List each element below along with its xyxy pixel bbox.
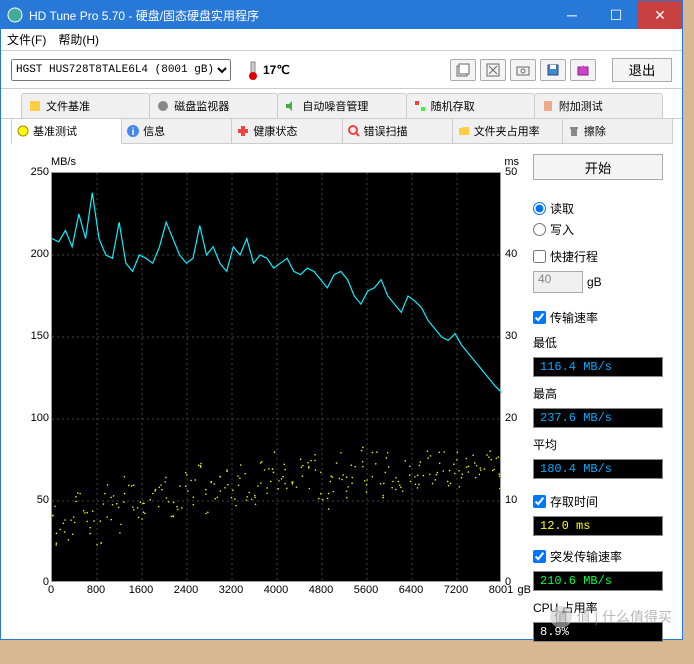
tab-folder-usage[interactable]: 文件夹占用率 xyxy=(452,119,563,144)
tab-aam[interactable]: 自动噪音管理 xyxy=(277,93,406,118)
minimize-button[interactable]: ─ xyxy=(550,1,594,29)
toolbar: HGST HUS728T8TALE6L4 (8001 gB) 17℃ 退出 xyxy=(1,51,682,89)
load-button[interactable] xyxy=(570,59,596,81)
screenshot-button[interactable] xyxy=(480,59,506,81)
radio-write[interactable]: 写入 xyxy=(533,221,663,238)
tab-error-scan[interactable]: 错误扫描 xyxy=(342,119,453,144)
temperature: 17℃ xyxy=(247,60,290,80)
tab-extra-tests[interactable]: 附加测试 xyxy=(534,93,663,118)
y-axis-left-label: MB/s xyxy=(51,156,76,168)
min-value: 116.4 MB/s xyxy=(533,357,663,377)
app-icon xyxy=(7,7,23,23)
chart: MB/s ms 25020015010050050403020100080016… xyxy=(11,154,521,614)
side-panel: 开始 读取 写入 快捷行程 40 gB 传输速率 最低 116.4 MB/s 最… xyxy=(533,154,663,654)
min-label: 最低 xyxy=(533,334,663,351)
menu-help[interactable]: 帮助(H) xyxy=(58,31,99,48)
window-title: HD Tune Pro 5.70 - 硬盘/固态硬盘实用程序 xyxy=(29,7,550,24)
max-label: 最高 xyxy=(533,385,663,402)
radio-read[interactable]: 读取 xyxy=(533,200,663,217)
tab-erase[interactable]: 擦除 xyxy=(562,119,673,144)
tab-health[interactable]: 健康状态 xyxy=(231,119,342,144)
tab-file-benchmark[interactable]: 文件基准 xyxy=(21,93,150,118)
menubar: 文件(F) 帮助(H) xyxy=(1,29,682,51)
chart-plot xyxy=(52,173,502,583)
check-burst-rate[interactable]: 突发传输速率 xyxy=(533,548,663,565)
check-short-stroke[interactable]: 快捷行程 xyxy=(533,248,663,265)
drive-select[interactable]: HGST HUS728T8TALE6L4 (8001 gB) xyxy=(11,59,231,81)
tab-random-access[interactable]: 随机存取 xyxy=(406,93,535,118)
save-button[interactable] xyxy=(540,59,566,81)
tabs-row-2: 基准测试 i信息 健康状态 错误扫描 文件夹占用率 擦除 xyxy=(1,119,682,144)
copy-info-button[interactable] xyxy=(450,59,476,81)
menu-file[interactable]: 文件(F) xyxy=(7,31,46,48)
tab-info[interactable]: i信息 xyxy=(121,119,232,144)
svg-text:值: 值 xyxy=(554,609,568,625)
titlebar: HD Tune Pro 5.70 - 硬盘/固态硬盘实用程序 ─ ☐ ✕ xyxy=(1,1,682,29)
tabs-row-1: 文件基准 磁盘监视器 自动噪音管理 随机存取 附加测试 xyxy=(1,89,682,119)
start-button[interactable]: 开始 xyxy=(533,154,663,180)
tab-disk-monitor[interactable]: 磁盘监视器 xyxy=(149,93,278,118)
watermark: 值 值 | 什么值得买 xyxy=(549,605,672,629)
svg-text:i: i xyxy=(132,127,135,138)
check-transfer-rate[interactable]: 传输速率 xyxy=(533,309,663,326)
thermometer-icon xyxy=(247,60,259,80)
access-value: 12.0 ms xyxy=(533,516,663,536)
tab-benchmark[interactable]: 基准测试 xyxy=(11,119,122,144)
camera-button[interactable] xyxy=(510,59,536,81)
avg-value: 180.4 MB/s xyxy=(533,459,663,479)
close-button[interactable]: ✕ xyxy=(638,1,682,29)
max-value: 237.6 MB/s xyxy=(533,408,663,428)
avg-label: 平均 xyxy=(533,436,663,453)
check-access-time[interactable]: 存取时间 xyxy=(533,493,663,510)
exit-button[interactable]: 退出 xyxy=(612,58,672,82)
burst-value: 210.6 MB/s xyxy=(533,571,663,591)
stroke-spinner[interactable]: 40 xyxy=(533,271,583,293)
maximize-button[interactable]: ☐ xyxy=(594,1,638,29)
